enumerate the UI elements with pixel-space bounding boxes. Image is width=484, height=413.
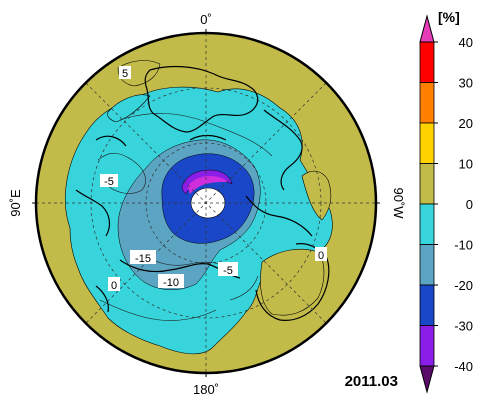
contour-line: [99, 299, 217, 321]
coastline: [263, 109, 303, 191]
colorbar-bin: [419, 203, 435, 245]
contour-label-box: [119, 66, 131, 79]
longitude-label-top: 0˚: [200, 12, 212, 27]
colorbar-bin: [419, 163, 435, 205]
contour-line: [229, 275, 259, 301]
colorbar-bins: [419, 41, 435, 367]
colorbar-bin: [419, 284, 435, 326]
contour-label-box: [315, 247, 327, 261]
anomaly-region-below-minus40: [188, 176, 228, 194]
contour-label: -10: [163, 277, 179, 289]
colorbar-ticks: 40 30 20 10 0 -10 -20 -30 -40: [434, 35, 473, 374]
polar-data-gap: [190, 187, 226, 219]
contour-label-box: [218, 262, 238, 276]
positive-patch-east: [260, 249, 325, 316]
coastline: [245, 195, 313, 237]
contour-label: 0: [111, 280, 117, 292]
positive-patch-southeast: [301, 170, 332, 221]
anomaly-lobe-north: [107, 94, 151, 123]
colorbar-bin: [419, 82, 435, 124]
colorbar-tick-label: -10: [454, 238, 473, 253]
colorbar-tick-label: 0: [466, 197, 473, 212]
colorbar-tick-label: 10: [459, 157, 473, 172]
colorbar-bin: [419, 122, 435, 164]
longitude-ticks: [32, 29, 380, 377]
coastline: [189, 134, 227, 141]
longitude-label-left: 90˚E: [8, 189, 23, 217]
coastline: [75, 189, 111, 237]
longitude-label-bottom: 180˚: [193, 382, 219, 397]
colorbar-tick-label: 20: [459, 116, 473, 131]
coastlines: [75, 65, 330, 321]
contour-label-group: 5 -5 -15 -10 -5 0 0: [100, 66, 327, 292]
colorbar-tick-label: -30: [454, 319, 473, 334]
colorbar-bin: [419, 325, 435, 367]
contour-label-box: [100, 174, 118, 187]
colorbar-tick-label: -20: [454, 278, 473, 293]
colorbar-unit-label: [%]: [438, 9, 460, 25]
contour-label-box: [130, 250, 156, 264]
colorbar-tick-label: 30: [459, 76, 473, 91]
contour-line: [97, 152, 146, 194]
colorbar-bin: [419, 244, 435, 286]
date-label: 2011.03: [345, 373, 398, 390]
colorbar-over-arrow: [419, 14, 435, 43]
colorbar-bin: [419, 41, 435, 83]
coastline: [144, 65, 259, 133]
contour-label: 5: [122, 68, 128, 80]
contour-label-box: [158, 274, 184, 288]
colorbar: [%] 40 30 20 10 0 -10 -20 -30 -40: [419, 9, 473, 394]
meridian-line: [85, 82, 327, 324]
contour-label-box: [108, 277, 120, 291]
coastline: [95, 135, 127, 147]
anomaly-fields: [65, 60, 333, 355]
coastline: [95, 285, 109, 313]
graticule: [36, 33, 376, 373]
longitude-label-right: 90˚W: [391, 187, 406, 219]
contour-label: -5: [223, 265, 233, 277]
colorbar-tick-label: -40: [454, 359, 473, 374]
contour-label: 0: [318, 250, 324, 262]
contour-label: -15: [135, 253, 151, 265]
contour-label: -5: [104, 176, 114, 188]
polar-map: 5 -5 -15 -10 -5 0 0: [32, 29, 380, 377]
colorbar-tick-label: 40: [459, 35, 473, 50]
colorbar-under-arrow: [419, 365, 435, 394]
